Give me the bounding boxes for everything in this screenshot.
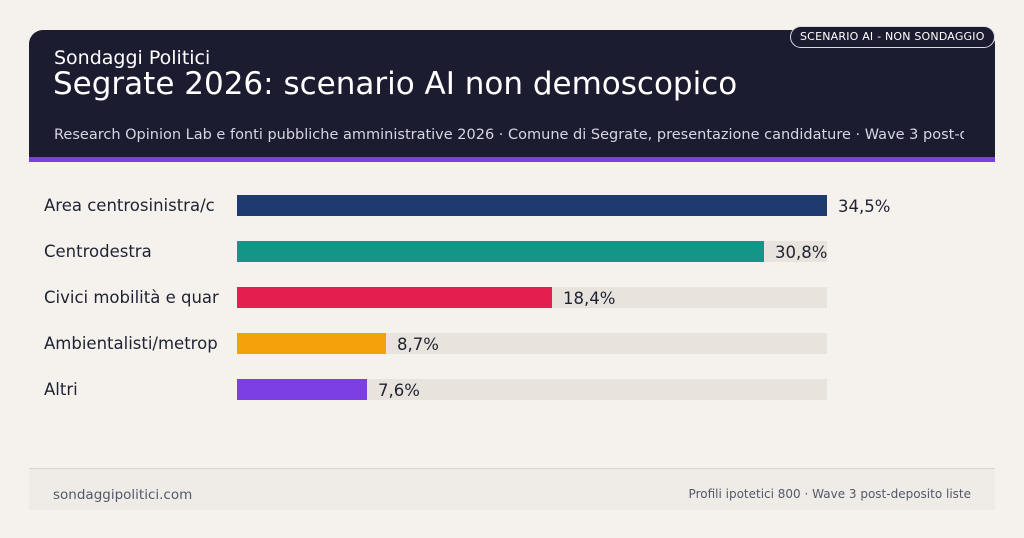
bar-track — [237, 241, 827, 262]
source-line: Research Opinion Lab e fonti pubbliche a… — [54, 127, 964, 143]
category-label: Civici mobilità e quar — [44, 288, 219, 307]
bar — [237, 241, 764, 262]
footer-note: Profili ipotetici 800 · Wave 3 post-depo… — [688, 487, 971, 501]
bar — [237, 379, 367, 400]
bar-track — [237, 333, 827, 354]
category-label: Ambientalisti/metrop — [44, 334, 218, 353]
bar-value-label: 30,8% — [775, 243, 828, 262]
bar — [237, 287, 552, 308]
chart-title: Segrate 2026: scenario AI non demoscopic… — [53, 66, 738, 102]
bar-value-label: 8,7% — [397, 335, 439, 354]
footer: sondaggipolitici.com Profili ipotetici 8… — [29, 468, 995, 510]
bar-value-label: 18,4% — [563, 289, 616, 308]
chart-header: Sondaggi Politici Segrate 2026: scenario… — [29, 30, 995, 157]
bar-track — [237, 195, 827, 216]
bar-value-label: 7,6% — [378, 381, 420, 400]
category-label: Area centrosinistra/c — [44, 196, 215, 215]
bar-track — [237, 379, 827, 400]
scenario-badge: SCENARIO AI - NON SONDAGGIO — [790, 26, 995, 48]
bar-track — [237, 287, 827, 308]
bar — [237, 333, 386, 354]
header-accent-line — [29, 157, 995, 162]
bar-value-label: 34,5% — [838, 197, 891, 216]
footer-site: sondaggipolitici.com — [53, 487, 193, 503]
category-label: Centrodestra — [44, 242, 152, 261]
category-label: Altri — [44, 380, 78, 399]
brand-name: Sondaggi Politici — [54, 47, 211, 69]
bar — [237, 195, 827, 216]
